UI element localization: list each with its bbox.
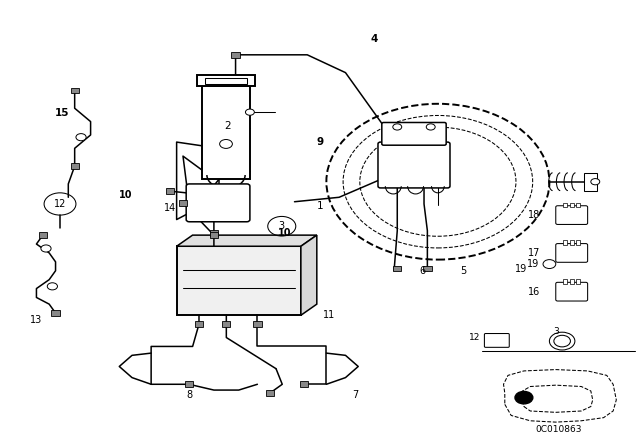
FancyBboxPatch shape [378,142,450,188]
Text: 19: 19 [515,263,527,274]
FancyBboxPatch shape [556,206,588,224]
FancyBboxPatch shape [556,282,588,301]
Bar [570,241,573,245]
Polygon shape [177,235,317,246]
Text: 2: 2 [224,121,231,131]
Text: 13: 13 [30,315,43,325]
Text: 9: 9 [316,137,324,146]
Bar [197,75,255,86]
Bar [70,87,79,93]
Bar [185,381,193,387]
Text: 1: 1 [317,201,323,211]
Bar [205,78,246,84]
Text: 3: 3 [553,327,559,336]
Text: 10: 10 [119,190,132,200]
Text: 12: 12 [469,333,481,342]
Bar [576,279,580,284]
Bar [266,390,274,396]
Circle shape [246,109,254,115]
Circle shape [591,179,600,185]
Bar [210,232,218,238]
Bar [222,321,230,327]
Circle shape [426,124,435,130]
Text: 10: 10 [278,228,292,238]
Text: 8: 8 [186,390,193,401]
Circle shape [220,139,232,148]
Bar [70,163,79,169]
Bar [584,173,597,190]
Text: 3: 3 [278,221,285,231]
Bar [38,232,47,238]
Bar [576,241,580,245]
Bar [570,279,573,284]
Bar [232,52,240,58]
FancyBboxPatch shape [382,122,446,145]
Text: 11: 11 [323,310,336,320]
Polygon shape [301,235,317,315]
Circle shape [76,134,86,141]
Bar [300,381,308,387]
Bar [570,202,573,207]
FancyBboxPatch shape [484,333,509,347]
Text: 19: 19 [527,259,540,269]
Bar [177,246,301,315]
Bar [563,202,567,207]
Text: 17: 17 [527,248,540,258]
Text: 0C010863: 0C010863 [536,425,582,434]
Text: 15: 15 [54,108,69,118]
Text: 14: 14 [164,203,177,213]
Bar [202,86,250,180]
Bar [423,266,431,271]
Bar [210,230,218,236]
Bar [563,279,567,284]
Text: 7: 7 [352,390,358,401]
Bar [179,200,187,206]
Text: 5: 5 [460,266,467,276]
Bar [253,321,262,327]
Circle shape [515,392,533,404]
Circle shape [543,260,556,268]
Text: 18: 18 [527,210,540,220]
Bar [393,266,401,271]
Polygon shape [522,385,593,412]
Bar [563,241,567,245]
Bar [51,310,60,316]
Circle shape [47,283,58,290]
FancyBboxPatch shape [556,244,588,262]
Circle shape [393,124,402,130]
Text: 12: 12 [54,199,66,209]
Circle shape [41,245,51,252]
Bar [576,202,580,207]
Bar [166,188,174,194]
Polygon shape [504,370,616,422]
Bar [195,321,203,327]
FancyBboxPatch shape [186,184,250,222]
Text: 4: 4 [371,34,378,44]
Text: 6: 6 [419,266,425,276]
Text: 16: 16 [527,287,540,297]
